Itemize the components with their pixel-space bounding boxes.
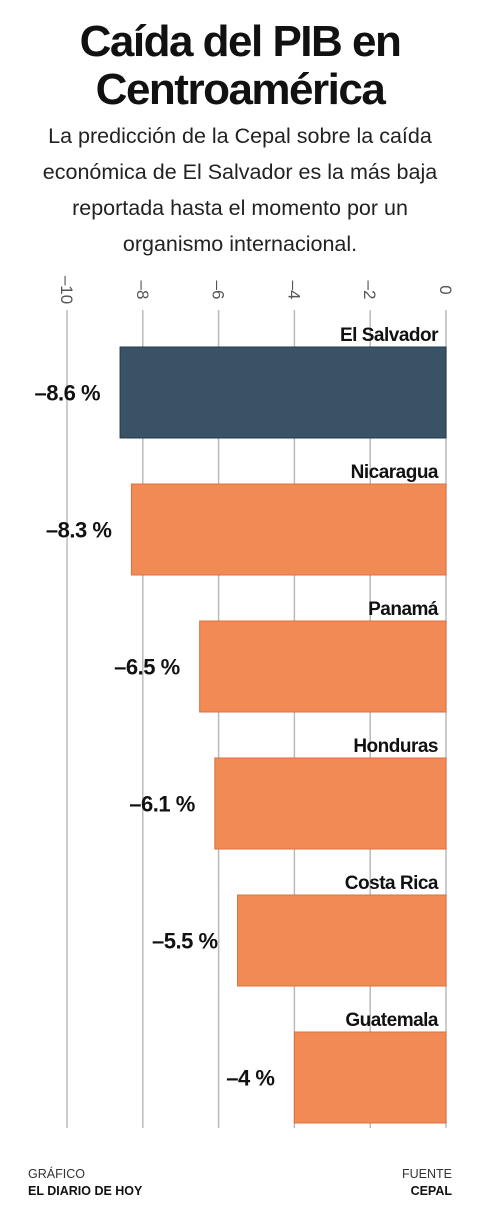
data-label: –8.6 %: [35, 381, 101, 406]
tick-label: –8: [133, 281, 152, 300]
tick-label: –10: [57, 276, 76, 304]
category-label: Costa Rica: [345, 873, 439, 894]
bar-el-salvador: [119, 346, 447, 439]
category-label: Honduras: [353, 736, 438, 757]
grid-lines: [66, 310, 447, 1128]
source-value: CEPAL: [410, 1184, 452, 1198]
bar-honduras: [214, 757, 447, 850]
source: FUENTE CEPAL: [402, 1166, 452, 1200]
source-label: FUENTE: [402, 1167, 452, 1181]
bar-panama: [199, 620, 447, 713]
data-label: –4 %: [226, 1066, 274, 1091]
bar-chart: –10 –8 –6 –4 –2 0 El Salvador –8.6 % Nicaragua –…: [35, 276, 455, 1128]
category-label: Guatemala: [345, 1010, 439, 1031]
bar-costa-rica: [237, 894, 447, 987]
bars: [119, 346, 447, 1124]
data-label: –5.5 %: [152, 929, 218, 954]
labels: El Salvador –8.6 % Nicaragua –8.3 % Panamá –6…: [35, 325, 440, 1091]
tick-label: –2: [360, 281, 379, 300]
credit: GRÁFICO EL DIARIO DE HOY: [28, 1166, 142, 1200]
data-label: –6.1 %: [129, 792, 195, 817]
x-axis-ticks: –10 –8 –6 –4 –2 0: [57, 276, 455, 304]
tick-label: –6: [209, 281, 228, 300]
credit-value: EL DIARIO DE HOY: [28, 1184, 143, 1198]
tick-label: –4: [284, 281, 303, 300]
credit-label: GRÁFICO: [28, 1167, 85, 1181]
category-label: El Salvador: [340, 325, 439, 346]
chart-title: Caída del PIB en Centroamérica: [79, 17, 402, 114]
category-label: Nicaragua: [351, 462, 439, 483]
data-label: –8.3 %: [46, 518, 112, 543]
bar-guatemala: [293, 1031, 447, 1124]
category-label: Panamá: [368, 599, 439, 620]
tick-label: 0: [436, 285, 455, 294]
chart-subtitle: La predicción de la Cepal sobre la caída…: [42, 124, 438, 256]
data-label: –6.5 %: [114, 655, 180, 680]
bar-nicaragua: [130, 483, 447, 576]
